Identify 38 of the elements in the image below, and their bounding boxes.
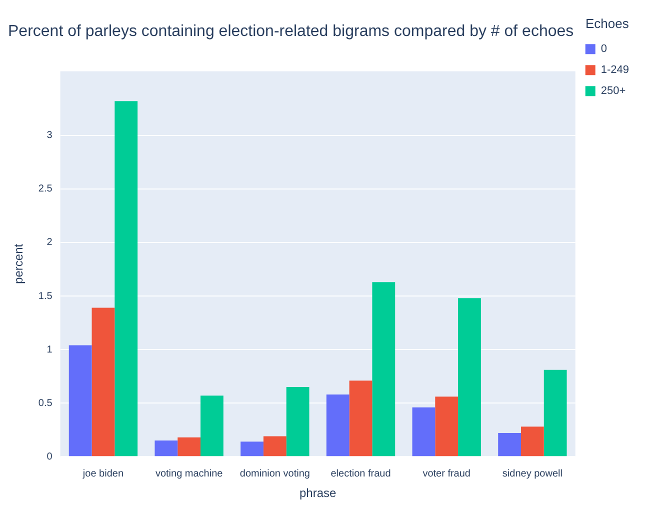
bar	[498, 433, 521, 456]
bar	[263, 436, 286, 456]
chart-title: Percent of parleys containing election-related bigrams compared by # of echoes	[8, 23, 574, 40]
bar	[435, 396, 458, 456]
legend-title: Echoes	[585, 16, 630, 32]
x-tick-label: joe biden	[82, 468, 124, 480]
y-tick-label: 0.5	[38, 398, 53, 409]
legend-label: 0	[600, 43, 607, 56]
bar	[178, 437, 201, 456]
bar	[372, 282, 396, 456]
x-axis-title: phrase	[299, 486, 336, 500]
x-tick-label: election fraud	[330, 468, 391, 480]
bar	[349, 380, 372, 456]
x-tick-label: sidney powell	[502, 468, 562, 480]
y-tick-label: 2	[46, 237, 53, 248]
bar	[68, 345, 92, 456]
y-tick-label: 0	[46, 451, 53, 462]
x-tick-label: dominion voting	[240, 468, 310, 480]
y-tick-label: 2.5	[38, 184, 53, 195]
bar	[92, 308, 115, 456]
x-tick-label: voting machine	[155, 468, 224, 480]
bar	[114, 101, 138, 456]
y-axis-title: percent	[12, 243, 26, 284]
x-tick-label: voter fraud	[422, 468, 471, 480]
bar	[544, 370, 567, 456]
bar	[286, 387, 310, 456]
bar	[521, 426, 544, 456]
bar	[458, 298, 481, 456]
y-tick-label: 1	[46, 344, 53, 356]
legend-label: 1-249	[600, 64, 630, 76]
bar	[200, 396, 224, 456]
y-tick-label: 1.5	[38, 290, 53, 302]
bar	[326, 394, 350, 456]
bar	[240, 442, 264, 456]
bar	[412, 407, 436, 456]
y-tick-label: 3	[46, 130, 53, 142]
legend-label: 250+	[600, 85, 626, 98]
bar	[154, 440, 178, 456]
